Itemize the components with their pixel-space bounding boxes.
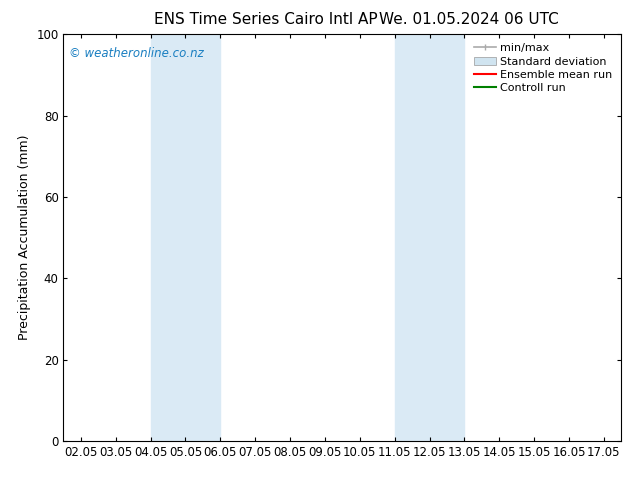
Text: ENS Time Series Cairo Intl AP: ENS Time Series Cairo Intl AP [155, 12, 378, 27]
Text: © weatheronline.co.nz: © weatheronline.co.nz [69, 47, 204, 59]
Y-axis label: Precipitation Accumulation (mm): Precipitation Accumulation (mm) [18, 135, 30, 341]
Legend: min/max, Standard deviation, Ensemble mean run, Controll run: min/max, Standard deviation, Ensemble me… [470, 40, 616, 97]
Bar [394, 34, 464, 441]
Bar [150, 34, 221, 441]
Text: We. 01.05.2024 06 UTC: We. 01.05.2024 06 UTC [379, 12, 559, 27]
